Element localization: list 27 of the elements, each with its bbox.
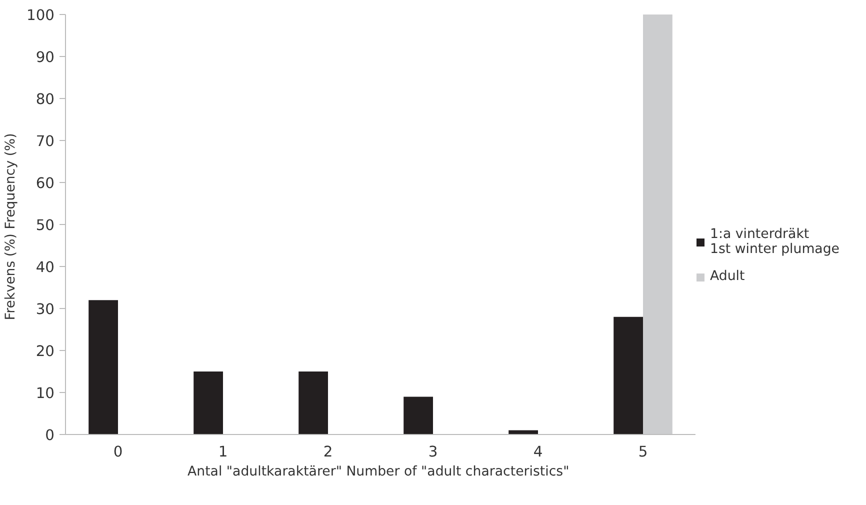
bar: [614, 316, 643, 434]
y-tick-label: 50: [36, 217, 55, 234]
bar: [194, 372, 223, 434]
bar: [404, 396, 433, 434]
y-tick-label: 100: [26, 7, 55, 24]
y-tick-label: 20: [36, 343, 55, 360]
y-tick-label: 0: [45, 427, 55, 444]
x-tick-label: 2: [323, 444, 333, 460]
y-tick-label: 60: [36, 175, 55, 192]
x-tick-label: 3: [428, 444, 438, 460]
bar: [643, 14, 672, 434]
x-tick-label: 5: [638, 444, 648, 460]
x-tick-label: 0: [113, 444, 123, 460]
legend-label: Adult: [710, 269, 745, 284]
y-axis-title: Frekvens (%) Frequency (%): [4, 133, 19, 320]
x-tick-label: 1: [218, 444, 228, 460]
legend-label: 1:a vinterdräkt 1st winter plumage: [710, 227, 840, 257]
y-tick-label: 40: [36, 259, 55, 276]
y-tick-label: 10: [36, 385, 55, 402]
x-tick-label: 4: [533, 444, 543, 460]
x-axis-title: Antal "adultkaraktärer" Number of "adult characteristics": [188, 464, 570, 480]
y-tick-label: 90: [36, 49, 55, 66]
bar: [88, 300, 118, 434]
y-tick-label: 70: [36, 133, 55, 150]
y-tick-label: 80: [36, 91, 55, 108]
bar: [298, 372, 328, 434]
y-tick-label: 30: [36, 301, 55, 318]
